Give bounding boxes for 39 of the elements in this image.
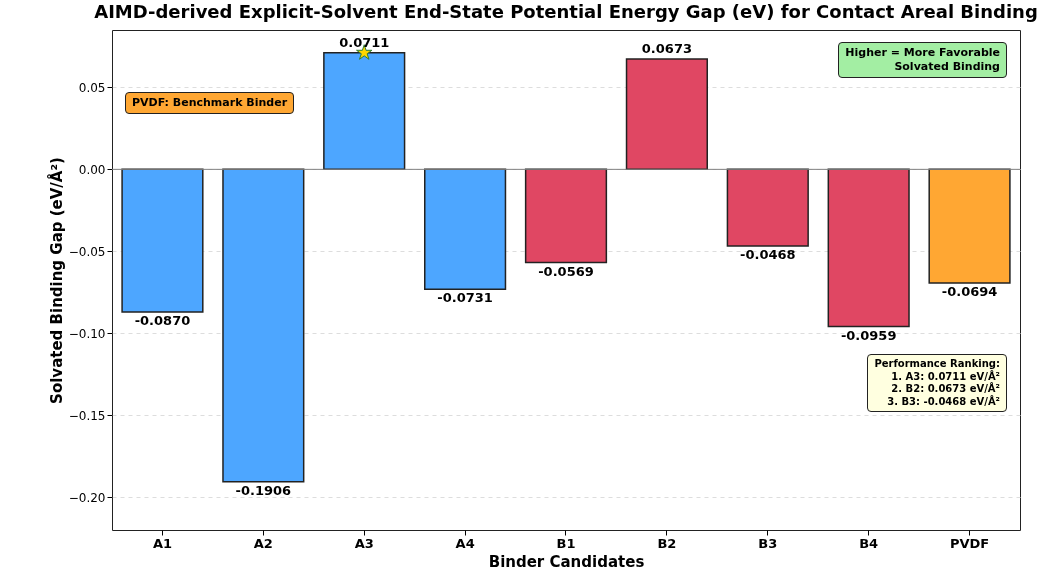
bar <box>121 168 204 313</box>
data-label: -0.0870 <box>134 312 191 328</box>
bar <box>424 168 507 290</box>
bar <box>625 58 708 171</box>
bar <box>222 168 305 483</box>
data-label: -0.0694 <box>941 284 998 300</box>
y-axis-title: Solvated Binding Gap (eV/Å²) <box>46 157 66 404</box>
x-tick-label: A1 <box>152 535 172 551</box>
y-tick-label: 0.00 <box>78 162 106 177</box>
bar <box>323 52 406 171</box>
data-label: -0.1906 <box>235 482 292 498</box>
bar <box>928 168 1011 284</box>
data-label: -0.0569 <box>538 263 594 279</box>
x-axis-title: Binder Candidates <box>488 552 645 571</box>
annotation: PVDF: Benchmark Binder <box>125 92 295 114</box>
bar <box>726 168 809 247</box>
x-tick-label: B3 <box>758 535 778 551</box>
x-tick-label: B4 <box>859 535 879 551</box>
x-tick-label: B1 <box>556 535 576 551</box>
y-tick-label: −0.15 <box>68 408 106 423</box>
y-tick-label: −0.10 <box>68 326 106 341</box>
bar <box>524 168 608 264</box>
chart-title: AIMD-derived Explicit-Solvent End-State Potential Energy Gap (eV) for Contact Areal Binding <box>94 1 1038 22</box>
x-tick-label: B2 <box>657 535 677 551</box>
data-label: 0.0673 <box>641 41 692 57</box>
annotation: Higher = More Favorable Solvated Binding <box>838 42 1007 78</box>
data-label: -0.0468 <box>740 247 796 263</box>
x-tick-label: PVDF <box>949 535 990 551</box>
annotation: Performance Ranking: 1. A3: 0.0711 eV/Å² 2. B2: 0.0673 eV/Å² 3. B3: -0.0468 eV/Å² <box>867 354 1007 412</box>
x-tick-label: A4 <box>455 535 475 551</box>
data-label: 0.0711 <box>339 34 390 50</box>
data-label: -0.0959 <box>840 327 897 343</box>
x-tick-label: A2 <box>253 535 273 551</box>
y-tick-label: −0.20 <box>68 490 106 505</box>
y-tick-label: 0.05 <box>78 80 106 95</box>
x-tick-label: A3 <box>354 535 374 551</box>
data-label: -0.0731 <box>437 290 493 306</box>
bar <box>827 168 910 328</box>
y-tick-label: −0.05 <box>68 244 106 259</box>
